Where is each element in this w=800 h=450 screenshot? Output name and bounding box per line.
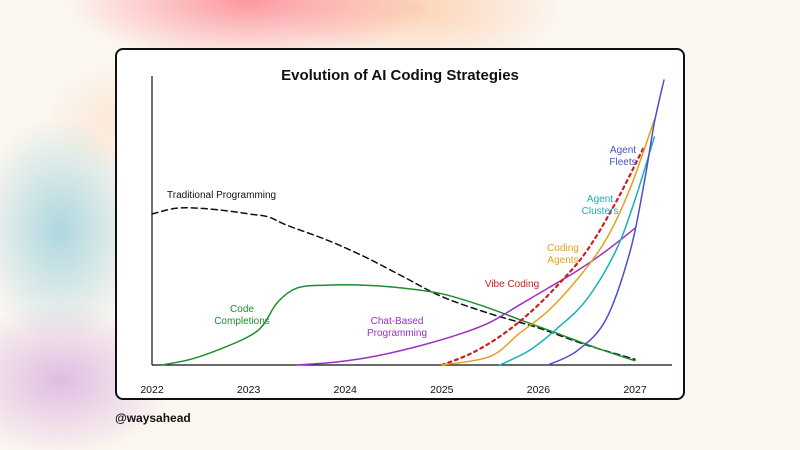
series-layer bbox=[151, 79, 665, 367]
series-label: Traditional Programming bbox=[167, 190, 276, 201]
series-line-traditional-programming bbox=[151, 206, 636, 361]
author-handle: @waysahead bbox=[115, 411, 191, 425]
series-label: Agent bbox=[610, 145, 636, 156]
series-label: Completions bbox=[214, 316, 270, 327]
series-line-vibe-coding bbox=[440, 144, 646, 367]
series-label: Code bbox=[230, 304, 254, 315]
series-label: Programming bbox=[367, 328, 427, 339]
series-label: Coding bbox=[547, 243, 579, 254]
x-tick-label: 2024 bbox=[334, 384, 358, 396]
series-line-code-completions bbox=[160, 284, 636, 366]
series-line-coding-agents bbox=[441, 119, 656, 366]
x-tick-label: 2022 bbox=[140, 384, 164, 396]
series-label: Agent bbox=[587, 194, 613, 205]
x-tick-label: 2025 bbox=[430, 384, 454, 396]
x-tick-label: 2027 bbox=[623, 384, 647, 396]
chart-svg: Evolution of AI Coding Strategies Tradit… bbox=[140, 67, 672, 396]
series-line-agent-fleets bbox=[547, 79, 665, 366]
series-label: Fleets bbox=[609, 157, 636, 168]
series-label: Agents bbox=[547, 255, 578, 266]
x-tick-labels: 2022 2023 2024 2025 2026 2027 bbox=[140, 384, 647, 396]
chart-card: Evolution of AI Coding Strategies Tradit… bbox=[115, 48, 685, 400]
series-label: Vibe Coding bbox=[485, 279, 539, 290]
chart-title: Evolution of AI Coding Strategies bbox=[281, 67, 519, 84]
series-line-chat-based-programming bbox=[296, 227, 636, 366]
series-line-agent-clusters bbox=[499, 136, 656, 366]
x-tick-label: 2026 bbox=[527, 384, 551, 396]
chart-axes bbox=[151, 76, 672, 366]
series-label: Chat-Based bbox=[371, 316, 424, 327]
series-label: Clusters bbox=[582, 206, 619, 217]
x-tick-label: 2023 bbox=[237, 384, 261, 396]
